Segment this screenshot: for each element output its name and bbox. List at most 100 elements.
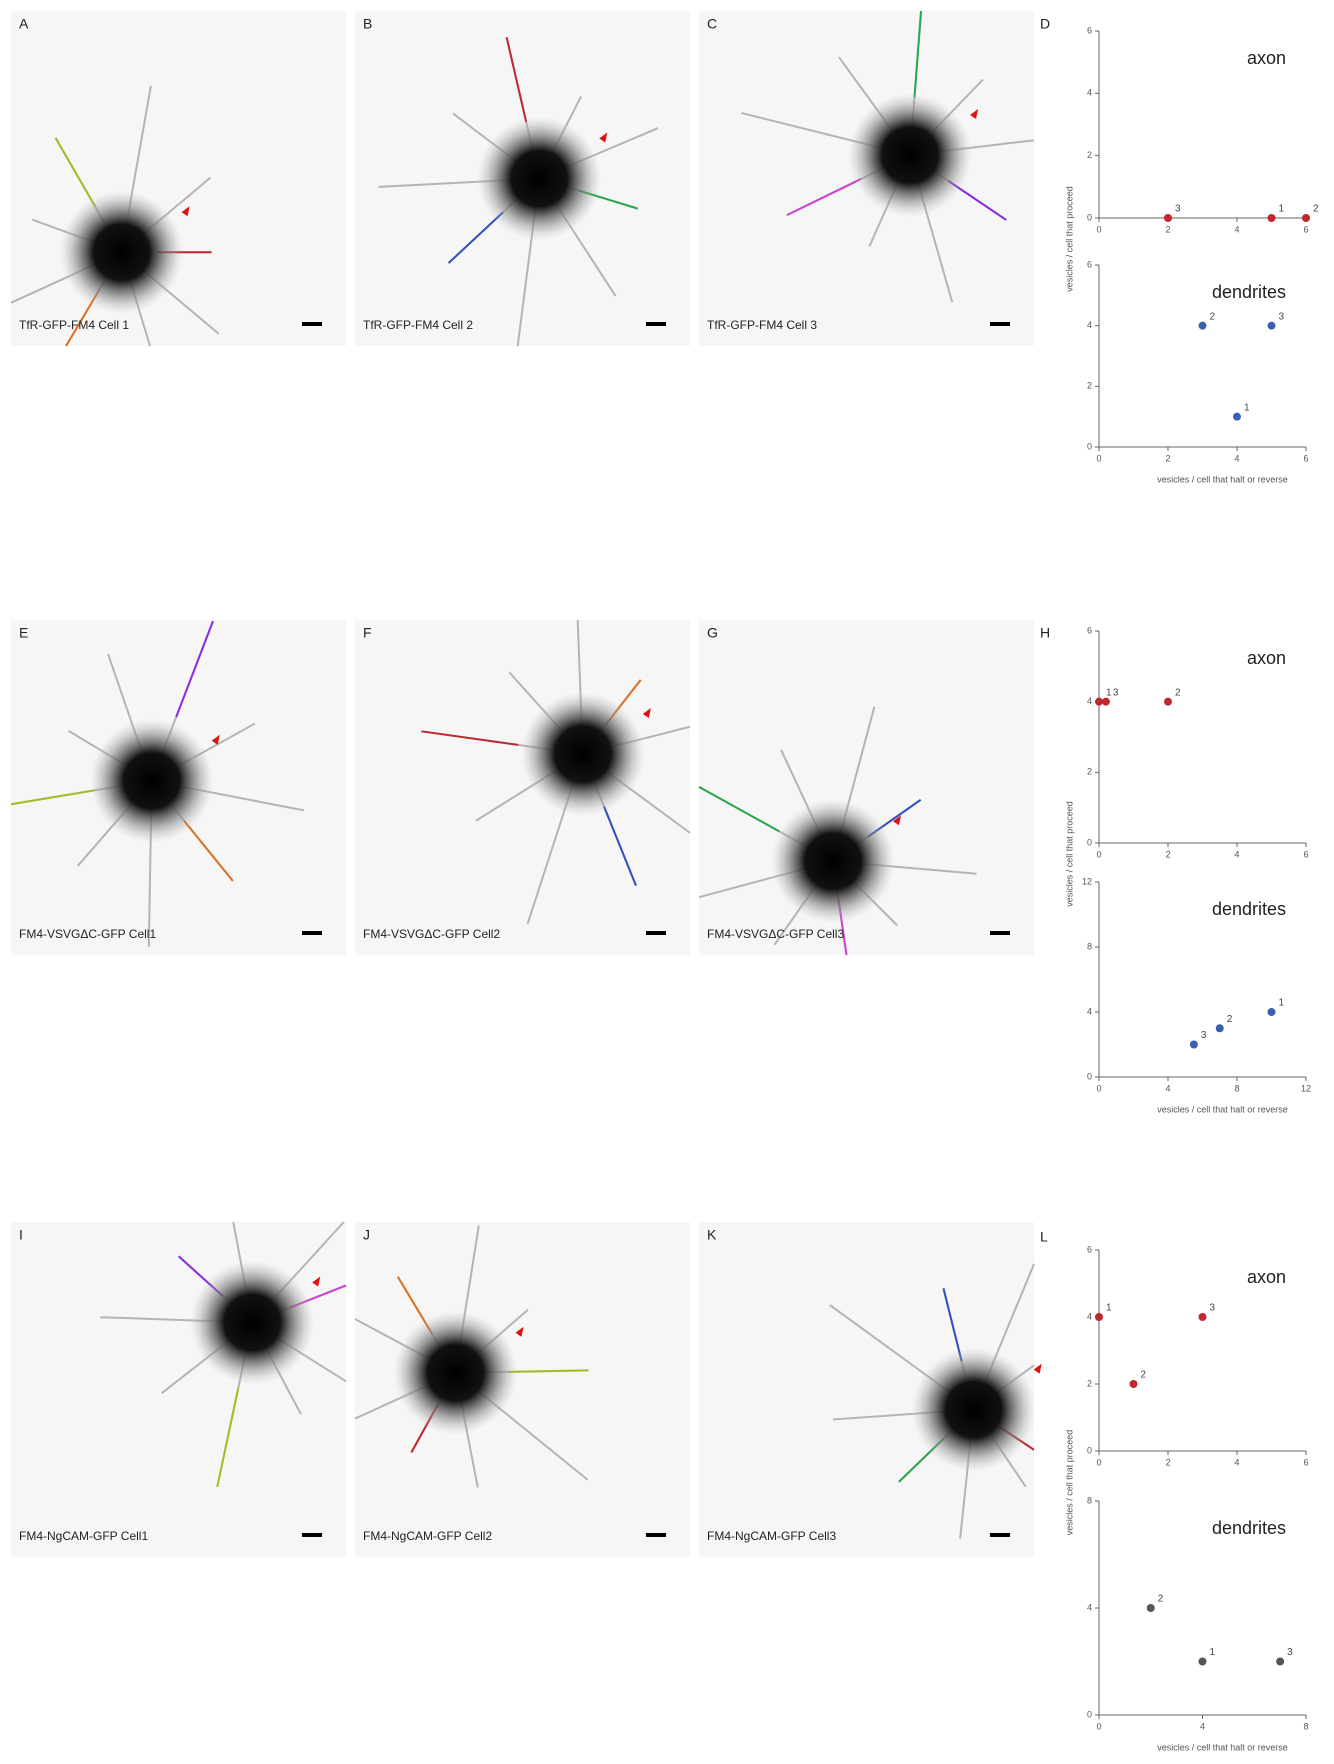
point-label: 3: [1175, 204, 1181, 215]
panel-caption: TfR-GFP-FM4 Cell 2: [363, 318, 473, 332]
trace: [421, 730, 519, 746]
panel-caption: FM4-NgCAM-GFP Cell1: [19, 1529, 148, 1543]
panel-caption: FM4-VSVGΔC-GFP Cell2: [363, 927, 500, 941]
image-background: [11, 11, 346, 346]
y-tick-label: 6: [1087, 259, 1092, 269]
data-point: [1198, 1657, 1207, 1666]
micrograph: J FM4-NgCAM-GFP Cell2: [354, 1222, 690, 1557]
trace: [10, 789, 96, 806]
x-tick-label: 0: [1096, 1457, 1101, 1467]
cell-body: [771, 799, 895, 924]
scale-bar: [990, 1533, 1010, 1537]
data-point: [1095, 1313, 1103, 1321]
data-point: [1129, 1380, 1138, 1388]
data-point: [1267, 321, 1276, 330]
panel-caption: FM4-VSVGΔC-GFP Cell3: [707, 927, 844, 941]
y-tick-label: 6: [1087, 1244, 1092, 1254]
point-label: 3: [1287, 1647, 1293, 1658]
panel-letter: J: [363, 1227, 370, 1243]
y-tick-label: 4: [1087, 1006, 1092, 1016]
y-tick-label: 8: [1087, 941, 1092, 951]
y-tick-label: 0: [1087, 1071, 1092, 1081]
data-point: [1276, 1657, 1285, 1666]
point-label: 2: [1210, 311, 1216, 322]
x-axis-label: vesicles / cell that halt or reverse: [1157, 474, 1288, 484]
point-label: 3: [1113, 687, 1119, 698]
scale-bar: [646, 322, 666, 326]
micrograph: A TfR-GFP-FM4 Cell 1: [10, 11, 346, 347]
arrowhead: [211, 734, 220, 745]
data-point: [1095, 697, 1103, 706]
panel-caption: FM4-NgCAM-GFP Cell3: [707, 1529, 836, 1543]
point-label: 1: [1210, 1647, 1216, 1658]
data-point: [1233, 412, 1241, 421]
panel-letter: B: [363, 16, 372, 32]
y-tick-label: 4: [1087, 320, 1092, 330]
trace: [505, 36, 528, 123]
x-tick-label: 4: [1200, 1721, 1205, 1731]
x-tick-label: 6: [1303, 849, 1308, 859]
arrowhead: [893, 815, 901, 826]
micrograph: C TfR-GFP-FM4 Cell 3: [699, 10, 1035, 346]
x-tick-label: 4: [1234, 453, 1239, 463]
y-tick-label: 2: [1087, 767, 1092, 777]
panel-caption: TfR-GFP-FM4 Cell 3: [707, 318, 817, 332]
data-point: [1146, 1604, 1155, 1612]
y-tick-label: 2: [1087, 150, 1092, 160]
point-label: 1: [1279, 998, 1285, 1009]
x-tick-label: 4: [1234, 224, 1239, 234]
y-tick-label: 2: [1087, 1378, 1092, 1388]
trace: [913, 10, 923, 98]
image-background: [11, 1222, 346, 1557]
y-tick-label: 6: [1087, 625, 1092, 635]
x-axis-label: vesicles / cell that halt or reverse: [1157, 1104, 1288, 1114]
data-point: [1101, 697, 1110, 706]
point-label: 2: [1175, 687, 1181, 698]
arrowhead: [312, 1276, 321, 1287]
point-label: 3: [1279, 311, 1285, 322]
point-label: 2: [1313, 204, 1319, 215]
panel-letter: K: [707, 1227, 717, 1243]
trace: [216, 1388, 240, 1488]
x-tick-label: 8: [1234, 1083, 1239, 1093]
point-label: 1: [1279, 204, 1285, 215]
y-tick-label: 2: [1087, 381, 1092, 391]
x-tick-label: 2: [1165, 1457, 1170, 1467]
panel-caption: FM4-NgCAM-GFP Cell2: [363, 1529, 492, 1543]
chart-subtitle: axon: [1247, 648, 1286, 668]
point-label: 2: [1227, 1014, 1233, 1025]
scale-bar: [302, 1533, 322, 1537]
x-tick-label: 2: [1165, 849, 1170, 859]
panel-letter: D: [1040, 16, 1050, 32]
panel-letter: I: [19, 1227, 23, 1243]
y-tick-label: 4: [1087, 88, 1092, 98]
panel-letter: L: [1040, 1229, 1048, 1245]
data-point: [1302, 214, 1310, 222]
trace: [54, 137, 97, 207]
data-point: [1164, 697, 1172, 706]
y-tick-label: 0: [1087, 837, 1092, 847]
scale-bar: [646, 1533, 666, 1537]
y-tick-label: 12: [1082, 876, 1092, 886]
trace: [447, 211, 504, 264]
panel-letter: F: [363, 625, 372, 641]
x-tick-label: 2: [1165, 224, 1170, 234]
y-tick-label: 8: [1087, 1495, 1092, 1505]
panel-caption: FM4-VSVGΔC-GFP Cell1: [19, 927, 156, 941]
panel-caption: TfR-GFP-FM4 Cell 1: [19, 318, 129, 332]
panel-letter: H: [1040, 625, 1050, 641]
y-tick-label: 4: [1087, 1602, 1092, 1612]
cell-body: [393, 1310, 518, 1435]
point-label: 3: [1210, 1303, 1216, 1314]
point-label: 1: [1106, 1303, 1112, 1314]
micrograph: B TfR-GFP-FM4 Cell 2: [355, 11, 690, 347]
arrowhead: [970, 109, 979, 120]
y-tick-label: 0: [1087, 441, 1092, 451]
scale-bar: [302, 322, 322, 326]
y-axis-label: vesicles / cell that proceed: [1064, 801, 1074, 907]
point-label: 1: [1106, 687, 1112, 698]
data-point: [1189, 1040, 1198, 1049]
trace: [175, 620, 214, 718]
y-tick-label: 6: [1087, 25, 1092, 35]
chart-subtitle: dendrites: [1212, 282, 1286, 302]
